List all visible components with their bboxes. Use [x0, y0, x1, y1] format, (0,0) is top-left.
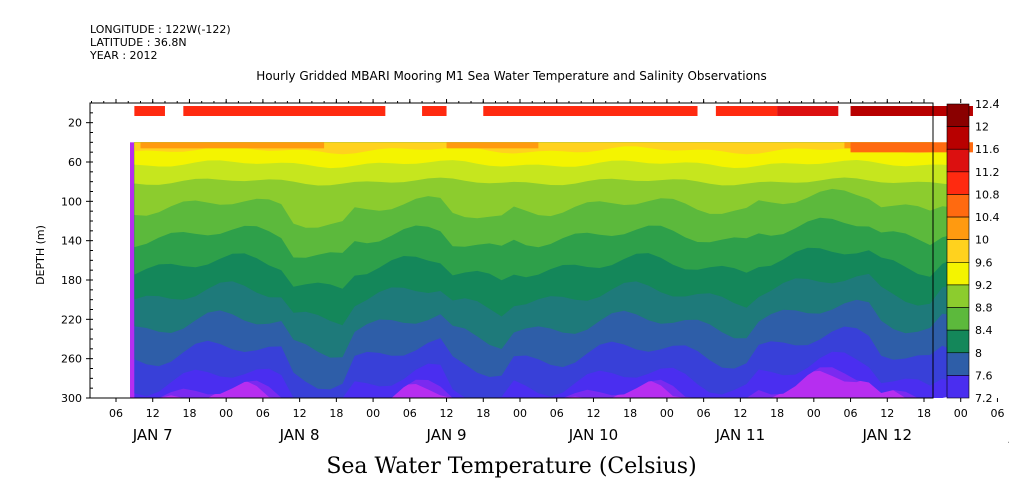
colorbar-label: 7.2 — [975, 392, 993, 405]
x-tick-label: 06 — [844, 407, 858, 420]
x-day-label: JAN 9 — [426, 426, 467, 444]
y-tick-label: 20 — [68, 117, 82, 130]
colorbar-label: 10.4 — [975, 211, 1000, 224]
x-day-label: JAN 11 — [715, 426, 766, 444]
x-tick-label: 18 — [476, 407, 490, 420]
y-tick-label: 300 — [61, 392, 82, 405]
colorbar-swatch — [946, 329, 970, 354]
surface-warm-patch — [446, 142, 539, 149]
x-day-label: JAN 8 — [279, 426, 320, 444]
colorbar-label: 12 — [975, 121, 989, 134]
x-tick-label: 00 — [660, 407, 674, 420]
x-tick-label: 12 — [146, 407, 160, 420]
colorbar-label: 8 — [975, 347, 982, 360]
x-tick-label: 18 — [770, 407, 784, 420]
x-tick-label: 18 — [182, 407, 196, 420]
surface-sensor-band — [850, 106, 973, 116]
y-tick-label: 140 — [61, 235, 82, 248]
temperature-field — [130, 106, 973, 398]
colorbar-swatch — [946, 148, 970, 173]
colorbar-label: 8.4 — [975, 324, 993, 337]
x-tick-label: 06 — [697, 407, 711, 420]
colorbar-swatch — [946, 239, 970, 263]
surface-sensor-band — [183, 106, 386, 116]
colorbar-swatch — [946, 284, 970, 308]
latitude-label: LATITUDE : 36.8N — [90, 36, 187, 49]
x-tick-label: 12 — [586, 407, 600, 420]
colorbar-swatch — [946, 375, 970, 399]
colorbar-swatch — [946, 126, 970, 150]
x-tick-label: 12 — [733, 407, 747, 420]
x-tick-label: 06 — [109, 407, 123, 420]
x-day-label: JAN 7 — [132, 426, 173, 444]
colorbar-label: 11.6 — [975, 143, 1000, 156]
colorbar-label: 11.2 — [975, 166, 1000, 179]
x-tick-label: 18 — [329, 407, 343, 420]
colorbar-swatch — [946, 216, 970, 240]
surface-warm-patch — [140, 142, 325, 149]
y-tick-label: 260 — [61, 353, 82, 366]
y-axis-label: DEPTH (m) — [34, 225, 47, 285]
chart-title: Hourly Gridded MBARI Mooring M1 Sea Wate… — [256, 69, 767, 83]
temperature-band — [134, 142, 967, 155]
x-tick-label: 00 — [513, 407, 527, 420]
x-tick-label: 00 — [366, 407, 380, 420]
colorbar-label: 9.2 — [975, 279, 993, 292]
colorbar-swatch — [946, 352, 970, 376]
x-tick-label: 18 — [917, 407, 931, 420]
colorbar-label: 12.4 — [975, 98, 1000, 111]
colorbar: 12.4 12 11.6 11.2 10.8 10.4 10 9.6 9.2 8.8 8.4 8 7.6… — [946, 98, 1000, 405]
surface-sensor-band — [777, 106, 839, 116]
year-label: YEAR : 2012 — [90, 49, 158, 62]
x-tick-label: 06 — [990, 407, 1004, 420]
y-tick-label: 100 — [61, 195, 82, 208]
y-tick-label: 220 — [61, 313, 82, 326]
x-tick-label: 06 — [550, 407, 564, 420]
x-day-label: JAN 10 — [568, 426, 619, 444]
x-tick-label: 18 — [623, 407, 637, 420]
x-tick-label: 00 — [954, 407, 968, 420]
x-axis: 06 12 18 00 06 12 18 00 06 12 18 00 06 12 18 00 06 12 18 00… — [91, 99, 1009, 444]
y-tick-label: 60 — [68, 156, 82, 169]
colorbar-swatch — [946, 194, 970, 218]
colorbar-swatch — [946, 171, 970, 195]
colorbar-label: 8.8 — [975, 302, 993, 315]
surface-sensor-band — [422, 106, 447, 116]
x-axis-title: Sea Water Temperature (Celsius) — [326, 454, 697, 479]
y-axis: 20 60 100 140 180 220 260 300 — [61, 102, 93, 405]
colorbar-label: 10.8 — [975, 188, 1000, 201]
x-tick-label: 06 — [403, 407, 417, 420]
surface-sensor-band — [483, 106, 698, 116]
surface-warm-patch — [850, 142, 973, 153]
x-tick-label: 12 — [293, 407, 307, 420]
x-tick-label: 12 — [880, 407, 894, 420]
colorbar-swatch — [946, 262, 970, 286]
x-day-label: JAN 12 — [862, 426, 913, 444]
x-tick-label: 00 — [219, 407, 233, 420]
colorbar-label: 9.6 — [975, 256, 993, 269]
x-tick-label: 06 — [256, 407, 270, 420]
x-tick-label: 00 — [807, 407, 821, 420]
surface-sensor-band — [715, 106, 778, 116]
colorbar-label: 7.6 — [975, 369, 993, 382]
colorbar-label: 10 — [975, 234, 989, 247]
surface-sensor-band — [134, 106, 165, 116]
colorbar-swatch — [946, 307, 970, 331]
colorbar-swatch — [946, 103, 970, 127]
y-tick-label: 180 — [61, 274, 82, 287]
x-tick-label: 12 — [440, 407, 454, 420]
longitude-label: LONGITUDE : 122W(-122) — [90, 23, 231, 36]
